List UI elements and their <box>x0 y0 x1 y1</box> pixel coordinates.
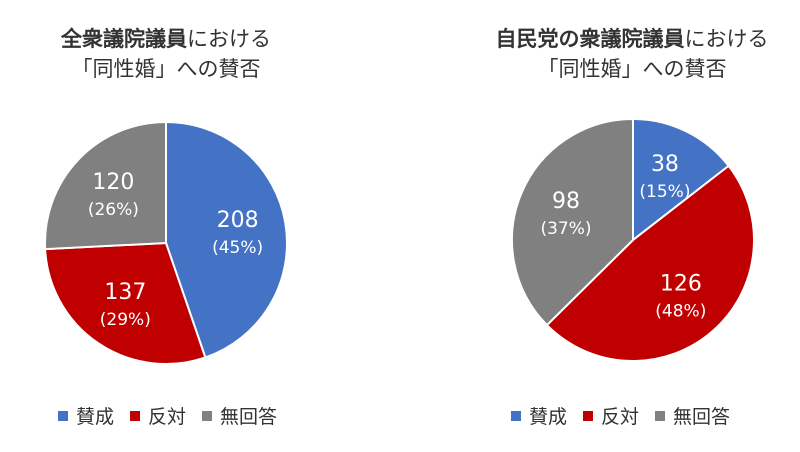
pie-left-value-no: 137 <box>104 280 146 305</box>
pie-right-percent-no: (48%) <box>655 302 706 322</box>
legend-left-item-none: 無回答 <box>202 402 277 429</box>
title-left-rest: における <box>187 27 271 51</box>
pie-right-value-no: 126 <box>660 272 702 297</box>
legend-label-yes: 賛成 <box>529 406 568 428</box>
legend-swatch-no <box>130 410 141 421</box>
legend-label-no: 反対 <box>601 406 640 428</box>
pie-left-percent-yes: (45%) <box>212 238 263 258</box>
legend-left: 賛成 反対 無回答 <box>58 402 293 429</box>
pie-left-slice-no <box>44 241 207 365</box>
legend-right-item-none: 無回答 <box>655 402 730 429</box>
title-right-rest: における <box>684 27 769 51</box>
legend-label-no: 反対 <box>148 406 187 428</box>
pie-right-slice-yes <box>632 117 731 243</box>
title-left-line2: 「同性婚」への賛否 <box>71 57 261 81</box>
legend-right-item-no: 反対 <box>583 402 639 429</box>
pie-right-percent-yes: (15%) <box>639 182 690 202</box>
legend-left-item-yes: 賛成 <box>58 402 114 429</box>
pie-left-percent-none: (26%) <box>88 200 139 220</box>
pie-right-value-none: 98 <box>552 189 580 214</box>
legend-label-yes: 賛成 <box>76 406 115 428</box>
legend-label-none: 無回答 <box>220 406 278 428</box>
pie-left-slice-none <box>44 120 167 251</box>
legend-left-item-no: 反対 <box>130 402 186 429</box>
legend-label-none: 無回答 <box>673 406 731 428</box>
legend-swatch-yes <box>511 410 521 421</box>
pie-left-value-yes: 208 <box>217 208 259 233</box>
title-right-bold: 自民党の衆議院議員 <box>495 27 685 51</box>
title-left-bold: 全衆議院議員 <box>61 27 187 51</box>
legend-swatch-none <box>202 410 213 421</box>
legend-swatch-none <box>655 410 666 421</box>
legend-swatch-yes <box>58 410 68 421</box>
pie-right-value-yes: 38 <box>651 152 679 177</box>
legend-right-item-yes: 賛成 <box>511 402 567 429</box>
pie-right-slice-no <box>545 164 755 362</box>
pie-right-slice-none <box>511 117 634 327</box>
pie-left-percent-no: (29%) <box>100 310 151 330</box>
pie-left-slice-yes <box>165 120 288 359</box>
chart-title-left: 全衆議院議員における 「同性婚」への賛否 <box>0 24 346 84</box>
legend-swatch-no <box>583 410 594 421</box>
pie-left-value-none: 120 <box>92 170 134 195</box>
chart-title-right: 自民党の衆議院議員における 「同性婚」への賛否 <box>452 24 800 84</box>
legend-right: 賛成 反対 無回答 <box>511 402 746 429</box>
pie-right-percent-none: (37%) <box>540 219 591 239</box>
title-right-line2: 「同性婚」への賛否 <box>537 57 727 81</box>
